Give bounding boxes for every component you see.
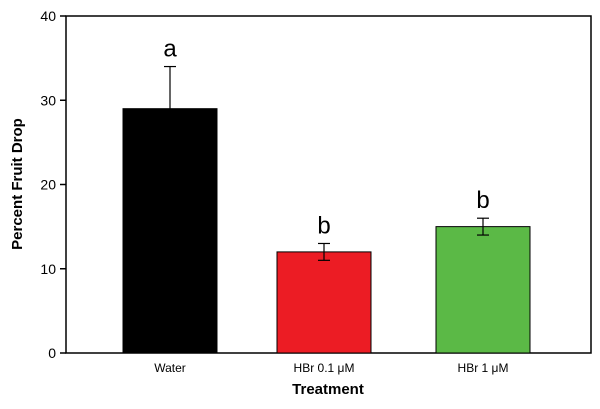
category-label: HBr 1 μM [458, 361, 509, 375]
significance-label: a [163, 36, 177, 63]
y-tick-label: 40 [40, 8, 56, 24]
y-tick-label: 0 [48, 345, 56, 361]
bar [276, 251, 372, 354]
y-tick-label: 20 [40, 177, 56, 193]
category-label: HBr 0.1 μM [294, 361, 355, 375]
significance-label: b [317, 212, 330, 239]
y-axis-title: Percent Fruit Drop [9, 118, 26, 250]
error-bar [477, 217, 489, 236]
significance-label: b [476, 187, 489, 214]
error-bar [318, 242, 330, 261]
error-bar [164, 65, 176, 109]
category-label: Water [154, 361, 186, 375]
x-axis-title: Treatment [292, 381, 364, 398]
y-tick-label: 30 [40, 92, 56, 108]
y-tick-label: 10 [40, 261, 56, 277]
bar [122, 108, 218, 354]
bar [435, 226, 531, 354]
